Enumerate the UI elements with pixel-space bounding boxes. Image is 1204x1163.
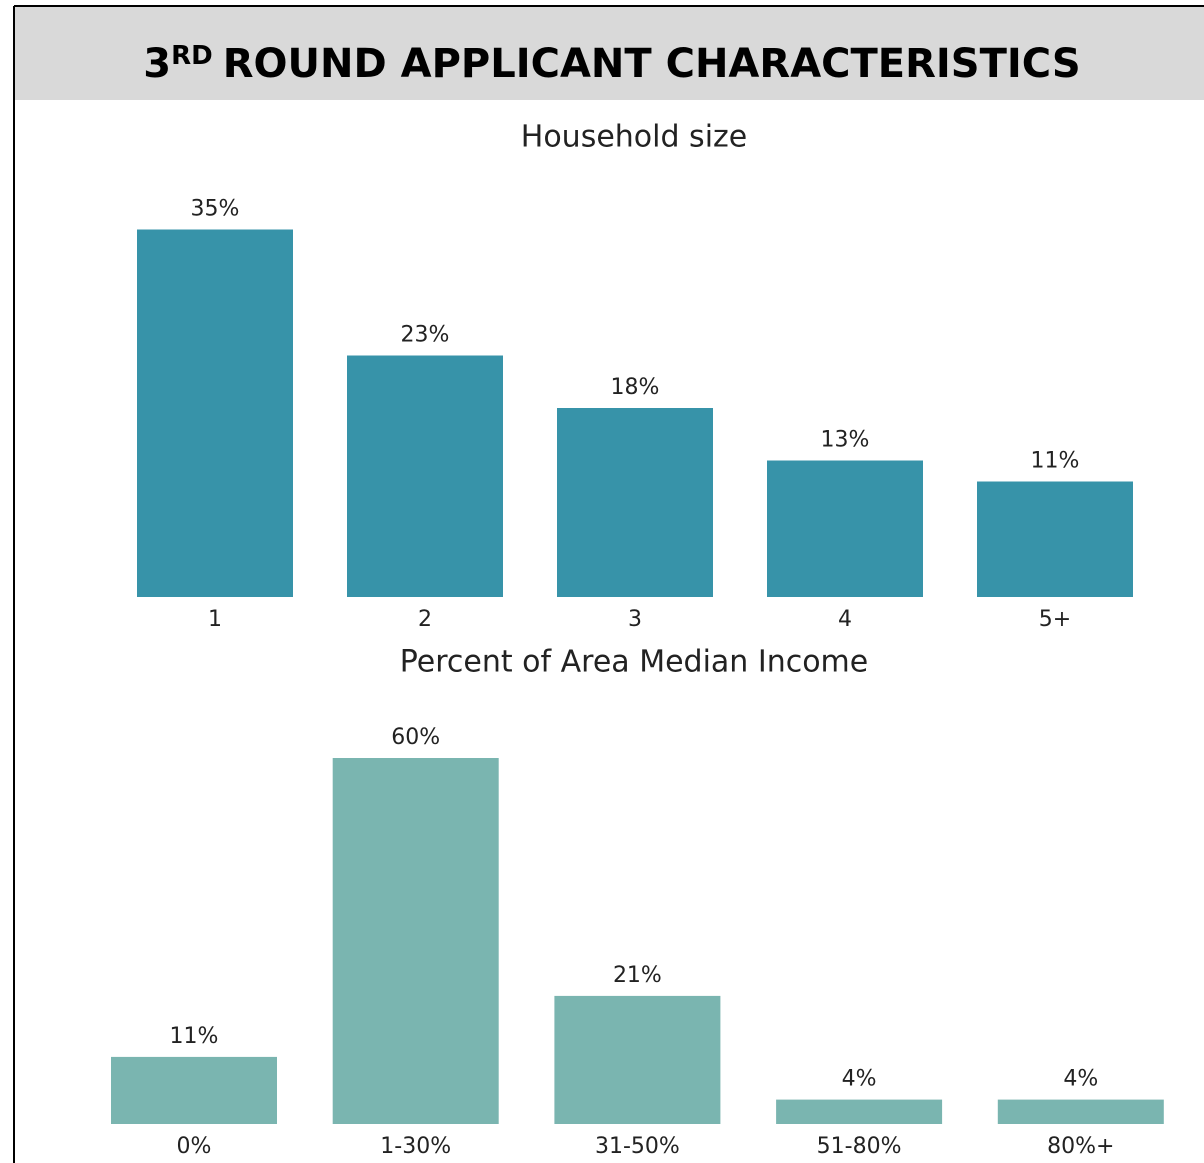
value-label: 35% (191, 197, 240, 222)
bar (997, 1099, 1164, 1124)
value-label: 11% (1031, 449, 1080, 474)
header-rest: ROUND APPLICANT CHARACTERISTICS (223, 41, 1081, 87)
bar (554, 995, 721, 1124)
bar (767, 460, 923, 597)
category-label: 80%+ (1047, 1134, 1114, 1159)
bar (776, 1099, 943, 1124)
value-label: 18% (611, 375, 660, 400)
header-suffix: RD (171, 41, 213, 71)
value-label: 11% (170, 1024, 219, 1049)
category-label: 31-50% (595, 1134, 680, 1159)
bar (347, 355, 503, 597)
category-label: 3 (628, 607, 642, 632)
category-label: 1-30% (380, 1134, 451, 1159)
category-label: 0% (177, 1134, 212, 1159)
header-title: 3RD ROUND APPLICANT CHARACTERISTICS (143, 41, 1080, 88)
bar (111, 1056, 277, 1124)
value-label: 23% (401, 323, 450, 348)
bar (557, 408, 713, 597)
value-label: 4% (1063, 1067, 1098, 1092)
value-label: 4% (842, 1067, 877, 1092)
chart-title: Percent of Area Median Income (400, 645, 869, 680)
header-band (14, 6, 1204, 100)
category-label: 1 (208, 607, 222, 632)
value-label: 60% (391, 725, 440, 750)
chart-title: Household size (521, 120, 747, 155)
category-label: 51-80% (817, 1134, 902, 1159)
category-label: 5+ (1039, 607, 1071, 632)
category-label: 4 (838, 607, 852, 632)
bar (977, 481, 1133, 597)
header-number: 3 (143, 41, 171, 87)
bar (332, 758, 499, 1124)
bar (137, 229, 293, 597)
value-label: 13% (821, 428, 870, 453)
category-label: 2 (418, 607, 432, 632)
value-label: 21% (613, 963, 662, 988)
